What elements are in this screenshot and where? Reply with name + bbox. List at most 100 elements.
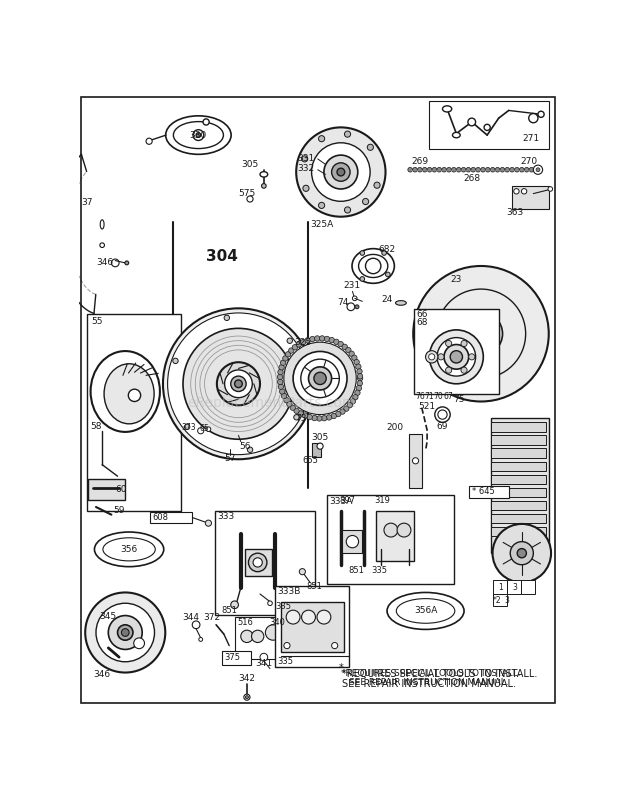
Polygon shape	[495, 271, 516, 296]
Circle shape	[480, 167, 485, 172]
Text: 24: 24	[381, 295, 392, 303]
Circle shape	[329, 337, 334, 343]
Polygon shape	[519, 348, 544, 369]
Text: 344: 344	[182, 612, 199, 622]
Circle shape	[446, 167, 451, 172]
Circle shape	[163, 308, 314, 459]
Circle shape	[280, 389, 285, 394]
Circle shape	[249, 553, 267, 572]
Circle shape	[319, 336, 325, 341]
Circle shape	[534, 167, 539, 172]
Circle shape	[461, 341, 467, 347]
Circle shape	[360, 251, 365, 255]
Text: 356: 356	[120, 545, 138, 554]
Ellipse shape	[91, 351, 160, 432]
Polygon shape	[523, 314, 547, 331]
Circle shape	[294, 408, 299, 413]
Circle shape	[205, 520, 211, 526]
Circle shape	[324, 155, 358, 189]
Text: 231: 231	[344, 281, 361, 291]
Text: 67: 67	[443, 392, 453, 402]
Text: 335: 335	[275, 602, 291, 611]
Circle shape	[314, 372, 326, 385]
Circle shape	[260, 653, 268, 661]
Bar	[275, 586, 348, 667]
Circle shape	[96, 604, 154, 662]
Circle shape	[346, 535, 358, 548]
Text: 333B: 333B	[278, 587, 301, 596]
Circle shape	[334, 339, 339, 345]
Circle shape	[125, 261, 129, 265]
Polygon shape	[419, 350, 445, 373]
Bar	[312, 443, 321, 457]
Text: 56: 56	[239, 442, 250, 451]
Circle shape	[224, 315, 229, 321]
Ellipse shape	[166, 116, 231, 154]
Text: 851: 851	[306, 582, 322, 591]
Text: 333: 333	[217, 512, 234, 520]
Circle shape	[490, 167, 495, 172]
Circle shape	[173, 358, 178, 364]
Circle shape	[444, 345, 469, 369]
Polygon shape	[507, 280, 532, 305]
Circle shape	[408, 167, 412, 172]
Bar	[491, 436, 546, 444]
Circle shape	[284, 342, 356, 414]
Bar	[376, 511, 414, 561]
Circle shape	[382, 251, 386, 255]
Text: 851: 851	[221, 607, 237, 615]
Polygon shape	[517, 295, 542, 318]
Text: 68: 68	[416, 318, 428, 327]
Bar	[491, 474, 546, 484]
Circle shape	[352, 355, 357, 360]
Circle shape	[331, 413, 337, 419]
Circle shape	[244, 694, 250, 700]
Circle shape	[265, 625, 281, 640]
Circle shape	[367, 144, 373, 150]
Circle shape	[517, 549, 526, 558]
Circle shape	[450, 351, 463, 363]
Bar	[491, 418, 549, 553]
Polygon shape	[446, 371, 467, 397]
Circle shape	[356, 364, 361, 369]
Circle shape	[296, 342, 301, 347]
Bar	[507, 580, 521, 594]
Circle shape	[332, 642, 338, 649]
Circle shape	[349, 351, 354, 356]
Text: 356A: 356A	[414, 607, 437, 615]
Polygon shape	[481, 268, 497, 291]
Circle shape	[322, 416, 327, 421]
Circle shape	[303, 185, 309, 192]
Circle shape	[100, 243, 104, 247]
Circle shape	[280, 360, 286, 365]
Circle shape	[299, 569, 306, 575]
Circle shape	[451, 167, 456, 172]
Circle shape	[317, 443, 323, 449]
Circle shape	[437, 337, 476, 376]
Ellipse shape	[260, 172, 268, 177]
Circle shape	[296, 128, 386, 217]
Text: 76: 76	[415, 392, 425, 402]
Circle shape	[459, 312, 503, 356]
Circle shape	[500, 167, 505, 172]
Circle shape	[301, 359, 339, 398]
Polygon shape	[415, 318, 438, 333]
Circle shape	[284, 398, 289, 403]
Bar	[87, 314, 180, 511]
Ellipse shape	[453, 132, 460, 138]
Circle shape	[510, 542, 533, 565]
Circle shape	[340, 409, 345, 414]
Circle shape	[317, 610, 331, 624]
Text: 66: 66	[416, 310, 428, 319]
Text: 372: 372	[204, 612, 221, 622]
Circle shape	[332, 163, 350, 181]
Bar	[521, 580, 535, 594]
Circle shape	[495, 167, 500, 172]
Text: 346: 346	[94, 669, 111, 679]
Circle shape	[430, 330, 484, 384]
Circle shape	[437, 167, 441, 172]
Circle shape	[277, 375, 283, 379]
Text: 305: 305	[241, 160, 259, 169]
Circle shape	[548, 187, 552, 192]
Circle shape	[428, 354, 435, 360]
